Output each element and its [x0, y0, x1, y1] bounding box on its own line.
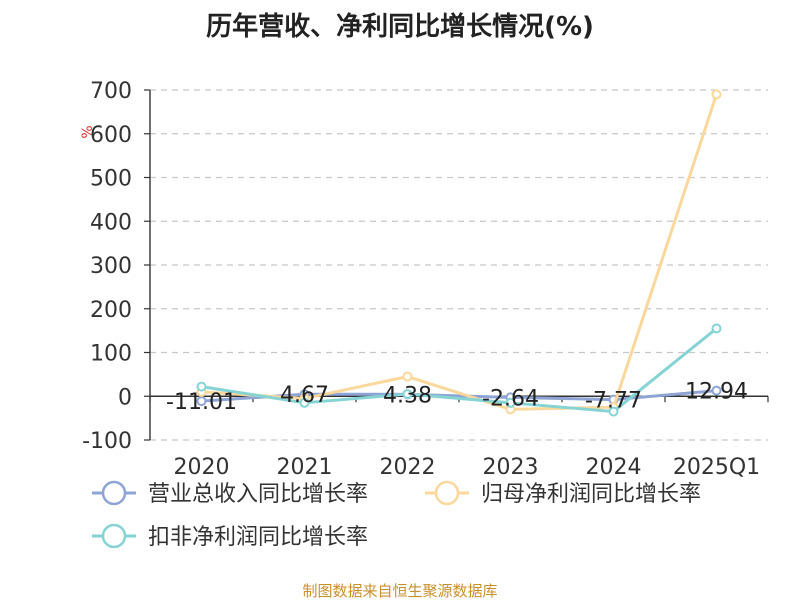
data-point [402, 371, 413, 382]
x-tick-label: 2022 [380, 455, 436, 480]
data-label: 12.94 [685, 380, 748, 405]
legend-marker [101, 523, 127, 549]
y-tick-label: 700 [90, 79, 132, 104]
x-tick-label: 2021 [277, 455, 333, 480]
x-tick-label: 2025Q1 [673, 455, 760, 480]
data-point [505, 397, 516, 408]
data-point [196, 381, 207, 392]
legend-item: 营业总收入同比增长率 [92, 480, 368, 507]
data-point [711, 89, 722, 100]
data-label: 4.38 [383, 383, 432, 408]
axes: -100 0 100 200 300 400 500 600 700% 2020 2021 2022 2… [80, 79, 769, 480]
legend-label: 扣非净利润同比增长率 [148, 525, 368, 550]
series-lines [196, 89, 722, 417]
source-note: 制图数据来自恒生聚源数据库 [302, 582, 498, 600]
x-tick-label: 2020 [174, 455, 230, 480]
data-point [299, 397, 310, 408]
series-line [201, 327, 718, 414]
legend-marker [101, 480, 127, 506]
data-label: 4.67 [280, 383, 329, 408]
data-point [402, 389, 413, 400]
data-label: -7.77 [585, 389, 642, 414]
data-label: -2.64 [482, 386, 539, 411]
data-point [608, 406, 619, 417]
x-tick-label: 2023 [483, 455, 539, 480]
chart-title: 历年营收、净利同比增长情况(%) [206, 12, 594, 42]
y-tick-label: -100 [82, 429, 132, 454]
y-tick-label: 200 [90, 298, 132, 323]
x-tick-label: 2024 [586, 455, 642, 480]
data-point [196, 396, 207, 407]
legend-label: 归母净利润同比增长率 [481, 482, 701, 507]
data-label: -11.01 [166, 390, 237, 415]
grid-lines [150, 89, 768, 441]
data-labels: -11.01 4.67 4.38 -2.64 -7.77 12.94 [166, 380, 748, 415]
y-tick-label: 400 [90, 210, 132, 235]
y-tick-label: 500 [90, 167, 132, 192]
y-tick-label: 100 [90, 342, 132, 367]
legend-marker [434, 480, 460, 506]
y-tick-label: 300 [90, 254, 132, 279]
y-tick-label: 600 [90, 123, 132, 148]
legend-label: 营业总收入同比增长率 [148, 482, 368, 507]
legend-item: 扣非净利润同比增长率 [92, 523, 368, 550]
data-point [711, 323, 722, 334]
y-axis-unit: % [80, 125, 96, 138]
data-point [711, 385, 722, 396]
series-line [201, 93, 718, 411]
y-tick-label: 0 [118, 385, 132, 410]
legend-item: 归母净利润同比增长率 [425, 480, 701, 507]
